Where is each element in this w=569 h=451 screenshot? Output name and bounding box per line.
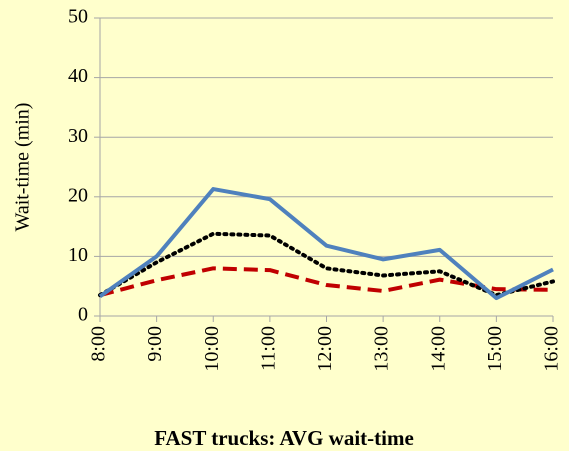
y-tick-label: 50: [68, 6, 88, 28]
line-series: [98, 231, 555, 298]
x-tick-label: 12:00: [314, 326, 336, 372]
x-tick-label: 9:00: [144, 326, 166, 362]
x-tick-label: 10:00: [201, 326, 223, 372]
x-tick-label: 15:00: [484, 326, 506, 372]
y-tick-label: 20: [68, 184, 88, 206]
x-tick-label: 11:00: [257, 326, 279, 371]
chart-title: FAST trucks: AVG wait-time: [154, 426, 414, 450]
y-tick-label: 10: [68, 244, 88, 266]
x-tick-label: 14:00: [427, 326, 449, 372]
y-tick-label: 0: [78, 304, 88, 326]
x-tick-label: 13:00: [371, 326, 393, 372]
line-series: [98, 187, 554, 301]
x-tick-label: 16:00: [541, 326, 563, 372]
x-tick-label: 8:00: [88, 326, 110, 362]
y-tick-label: 30: [68, 125, 88, 147]
y-axis-label: Wait-time (min): [12, 103, 34, 232]
y-tick-label: 40: [68, 65, 88, 87]
